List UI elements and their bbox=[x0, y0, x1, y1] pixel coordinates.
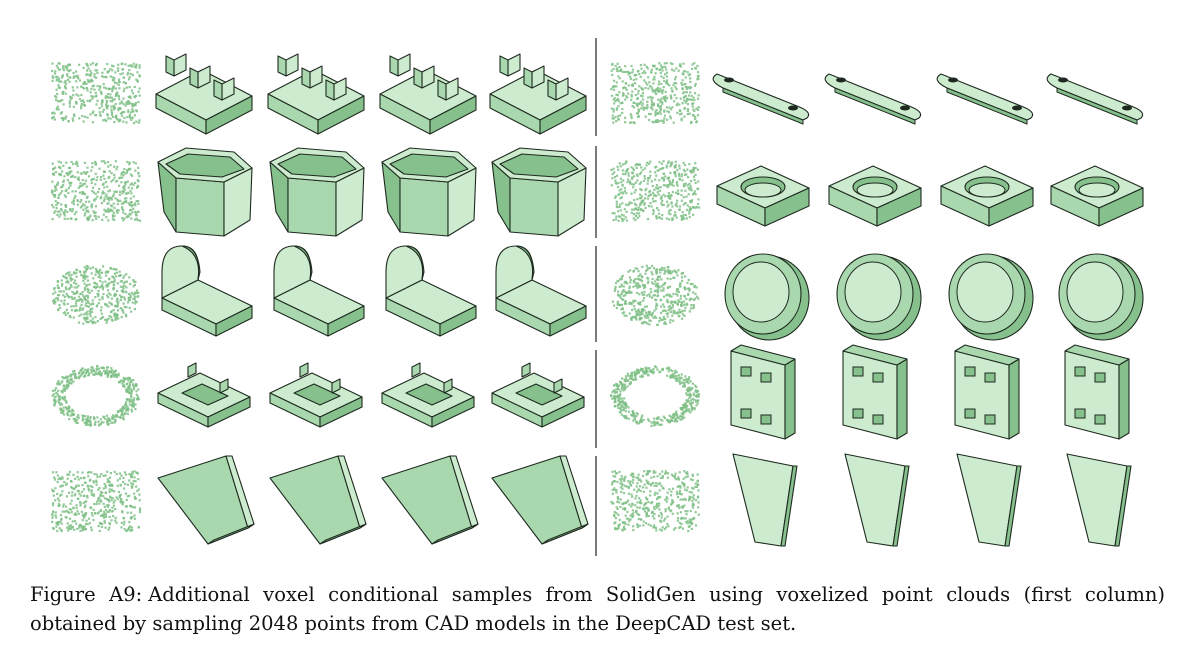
left-sample-rectangular-frame-1 bbox=[157, 362, 251, 428]
right-sample-holed-plate-3 bbox=[954, 344, 1020, 440]
left-point-cloud-row-5 bbox=[51, 470, 142, 533]
right-sample-tapered-plate-3 bbox=[956, 453, 1022, 547]
right-point-cloud-row-1 bbox=[610, 62, 700, 125]
caption-label: Figure A9: bbox=[30, 583, 143, 606]
left-point-cloud-row-1 bbox=[51, 62, 141, 125]
left-sample-rectangular-frame-2 bbox=[269, 362, 363, 428]
right-sample-tapered-plate-1 bbox=[732, 453, 798, 547]
caption-text: Additional voxel conditional samples fro… bbox=[30, 583, 1165, 635]
right-sample-pocketed-block-2 bbox=[828, 165, 922, 227]
right-sample-holed-plate-2 bbox=[842, 344, 908, 440]
left-sample-double-slot-block-3 bbox=[379, 53, 477, 135]
left-sample-arch-bracket-4 bbox=[495, 245, 587, 337]
right-sample-round-cap-2 bbox=[836, 253, 922, 341]
left-sample-double-slot-block-1 bbox=[155, 53, 253, 135]
right-sample-pocketed-block-3 bbox=[940, 165, 1034, 227]
figure-panel bbox=[51, 38, 1144, 556]
right-point-cloud-row-3 bbox=[611, 264, 700, 326]
left-sample-rectangular-frame-3 bbox=[381, 362, 475, 428]
right-sample-flat-link-bar-3 bbox=[936, 73, 1034, 125]
left-sample-double-slot-block-4 bbox=[489, 53, 587, 135]
right-sample-pocketed-block-1 bbox=[716, 165, 810, 227]
left-sample-wedge-plate-2 bbox=[269, 455, 367, 545]
right-sample-holed-plate-4 bbox=[1064, 344, 1130, 440]
left-sample-hexagonal-cup-3 bbox=[381, 147, 477, 237]
right-point-cloud-row-5 bbox=[610, 470, 700, 533]
left-sample-arch-bracket-3 bbox=[385, 245, 477, 337]
left-sample-hexagonal-cup-4 bbox=[491, 147, 587, 237]
right-sample-tapered-plate-2 bbox=[844, 453, 910, 547]
right-sample-flat-link-bar-2 bbox=[824, 73, 922, 125]
left-sample-wedge-plate-3 bbox=[381, 455, 479, 545]
left-point-cloud-row-3 bbox=[52, 264, 140, 325]
left-sample-arch-bracket-1 bbox=[161, 245, 253, 337]
right-sample-holed-plate-1 bbox=[730, 344, 796, 440]
right-sample-flat-link-bar-1 bbox=[712, 73, 810, 125]
right-sample-pocketed-block-4 bbox=[1050, 165, 1144, 227]
right-sample-flat-link-bar-4 bbox=[1046, 73, 1144, 125]
left-sample-hexagonal-cup-1 bbox=[157, 147, 253, 237]
left-sample-double-slot-block-2 bbox=[267, 53, 365, 135]
left-sample-wedge-plate-4 bbox=[491, 455, 589, 545]
left-point-cloud-row-4 bbox=[51, 365, 140, 427]
left-sample-arch-bracket-2 bbox=[273, 245, 365, 337]
right-sample-round-cap-3 bbox=[948, 253, 1034, 341]
figure-caption: Figure A9: Additional voxel conditional s… bbox=[30, 580, 1165, 638]
right-point-cloud-row-2 bbox=[610, 160, 701, 223]
right-sample-round-cap-4 bbox=[1058, 253, 1144, 341]
right-sample-tapered-plate-4 bbox=[1066, 453, 1132, 547]
left-sample-hexagonal-cup-2 bbox=[269, 147, 365, 237]
left-sample-wedge-plate-1 bbox=[157, 455, 255, 545]
left-sample-rectangular-frame-4 bbox=[491, 362, 585, 428]
right-point-cloud-row-4 bbox=[610, 365, 700, 427]
left-point-cloud-row-2 bbox=[51, 160, 142, 222]
figure-grid bbox=[51, 38, 1144, 556]
right-sample-round-cap-1 bbox=[724, 253, 810, 341]
